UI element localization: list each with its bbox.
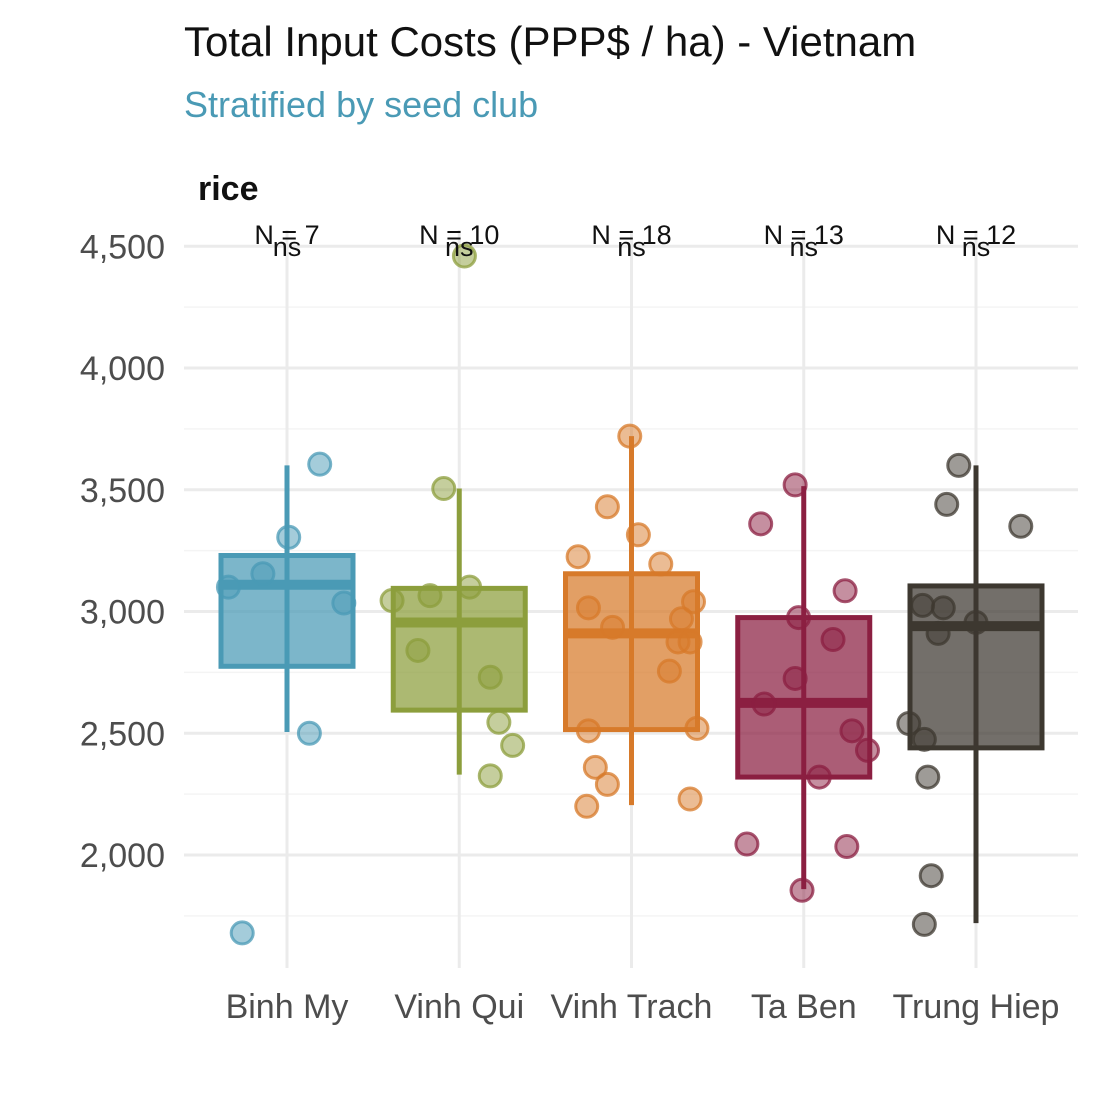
data-point [486,709,512,735]
x-tick-label: Ta Ben [751,988,857,1026]
data-point [451,243,477,269]
data-point [934,491,960,517]
y-tick-label: 3,000 [80,594,165,632]
data-point [582,754,608,780]
data-point [565,544,591,570]
y-tick-label: 2,000 [80,837,165,875]
n-label: N = 7 [254,220,319,250]
x-tick-label: Binh My [226,988,349,1026]
series-group [563,423,710,819]
data-point [600,614,626,640]
data-point [575,595,601,621]
chart-title: Total Input Costs (PPP$ / ha) - Vietnam [184,18,916,65]
significance-label: ns [273,232,302,262]
data-point [276,524,302,550]
data-point [782,665,808,691]
n-label: N = 18 [591,220,671,250]
data-point [417,583,443,609]
n-label: N = 10 [419,220,499,250]
data-point [296,720,322,746]
data-point [854,737,880,763]
n-label: N = 13 [764,220,844,250]
data-point [896,711,922,737]
data-point [594,494,620,520]
data-point [1008,513,1034,539]
x-tick-label: Trung Hiep [893,988,1060,1026]
significance-label: ns [617,232,646,262]
data-point [734,831,760,857]
data-point [910,592,936,618]
data-point [789,877,815,903]
data-point [477,763,503,789]
x-tick-label: Vinh Qui [394,988,524,1026]
data-point [677,629,703,655]
data-point [684,715,710,741]
data-point [915,764,941,790]
data-point [681,589,707,615]
series-group [215,451,357,946]
data-point [250,561,276,587]
data-point [500,732,526,758]
series-group [379,243,528,789]
significance-label: ns [445,232,474,262]
y-tick-label: 3,500 [80,472,165,510]
data-point [617,423,643,449]
y-tick-label: 4,000 [80,350,165,388]
significance-label: ns [962,232,991,262]
data-point [477,664,503,690]
data-point [751,691,777,717]
data-point [625,522,651,548]
data-point [331,590,357,616]
data-point [574,793,600,819]
x-tick-label: Vinh Trach [551,988,713,1026]
box [218,552,356,669]
y-tick-label: 4,500 [80,228,165,266]
data-point [656,658,682,684]
data-point [307,451,333,477]
series-layer [215,243,1045,946]
series-group [734,472,880,903]
data-point [839,718,865,744]
data-point [918,863,944,889]
chart-subtitle: Stratified by seed club [184,84,538,125]
data-point [930,595,956,621]
n-label: N = 12 [936,220,1016,250]
facet-label: rice [198,170,259,208]
data-point [677,786,703,812]
data-point [782,472,808,498]
data-point [668,606,694,632]
data-point [911,726,937,752]
data-point [748,511,774,537]
significance-label: ns [789,232,818,262]
data-point [832,578,858,604]
data-point [457,574,483,600]
y-axis-ticks: 2,000 2,500 3,000 3,500 4,000 4,500 [80,228,165,875]
y-tick-label: 2,500 [80,715,165,753]
data-point [648,551,674,577]
data-point [229,920,255,946]
data-point [379,588,405,614]
data-point [806,764,832,790]
data-point [786,605,812,631]
x-axis-ticks: Binh My Vinh Qui Vinh Trach Ta Ben Trung Hie… [226,988,1060,1026]
data-point [834,833,860,859]
data-point [594,771,620,797]
data-point [215,574,241,600]
data-point [575,718,601,744]
data-point [405,637,431,663]
data-point [963,609,989,635]
data-point [431,476,457,502]
data-point [911,911,937,937]
series-group [896,452,1045,937]
data-point [925,620,951,646]
data-point [820,627,846,653]
data-point [946,452,972,478]
